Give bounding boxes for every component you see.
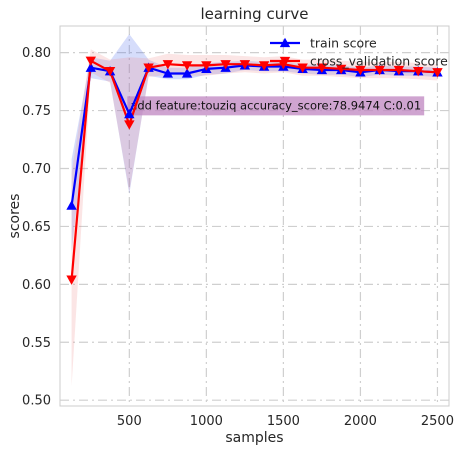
series-point xyxy=(220,60,231,70)
series-point xyxy=(239,60,251,70)
x-tick-label: 1000 xyxy=(190,414,223,429)
series-point xyxy=(374,65,385,76)
chart-title: learning curve xyxy=(201,5,309,23)
series-markers xyxy=(66,56,443,285)
legend-marker xyxy=(279,37,291,48)
y-tick-label: 0.65 xyxy=(22,220,51,235)
y-axis-label: scores xyxy=(7,194,23,239)
series-point xyxy=(124,120,135,130)
series-point xyxy=(316,63,328,73)
y-tick-label: 0.70 xyxy=(22,162,51,177)
y-tick-labels: 0.50 0.55 0.60 0.65 0.70 0.75 0.80 xyxy=(22,46,51,409)
x-tick-label: 500 xyxy=(117,414,142,429)
series-point xyxy=(412,67,424,77)
series-point xyxy=(297,63,308,73)
y-tick-label: 0.50 xyxy=(22,394,51,409)
y-tick-label: 0.80 xyxy=(22,46,51,61)
series-point xyxy=(124,108,135,119)
series-point xyxy=(355,65,366,76)
y-tick-label: 0.75 xyxy=(22,104,51,119)
series-point xyxy=(162,60,174,70)
series-point xyxy=(335,64,347,75)
y-tick-label: 0.55 xyxy=(22,336,51,351)
y-tick-label: 0.60 xyxy=(22,278,51,293)
series-point xyxy=(85,62,97,72)
legend-label: train score xyxy=(310,36,377,51)
series-point xyxy=(181,68,193,78)
series-point xyxy=(201,61,212,71)
legend-label: cross_validation score xyxy=(310,54,448,69)
x-tick-labels: 500 1000 1500 2000 2500 xyxy=(117,414,454,429)
series-point xyxy=(85,56,97,66)
series-point xyxy=(66,275,77,285)
series-point xyxy=(258,61,270,71)
annotation-text: add feature:touziq accuracy_score:78.947… xyxy=(130,98,421,112)
series-point xyxy=(104,67,116,77)
series-point xyxy=(143,63,154,73)
x-tick-label: 1500 xyxy=(267,414,300,429)
annotation-box xyxy=(127,96,425,116)
annotation-layer: add feature:touziq accuracy_score:78.947… xyxy=(127,96,425,116)
series-point xyxy=(66,200,77,210)
series-point xyxy=(393,65,405,76)
series-point xyxy=(181,61,193,71)
x-tick-label: 2000 xyxy=(344,414,377,429)
x-tick-label: 2500 xyxy=(421,414,454,429)
series-point xyxy=(432,68,443,78)
x-axis-label: samples xyxy=(225,430,283,446)
legend-marker xyxy=(279,56,291,67)
series-point xyxy=(162,68,174,78)
legend: train score cross_validation score xyxy=(270,36,448,69)
